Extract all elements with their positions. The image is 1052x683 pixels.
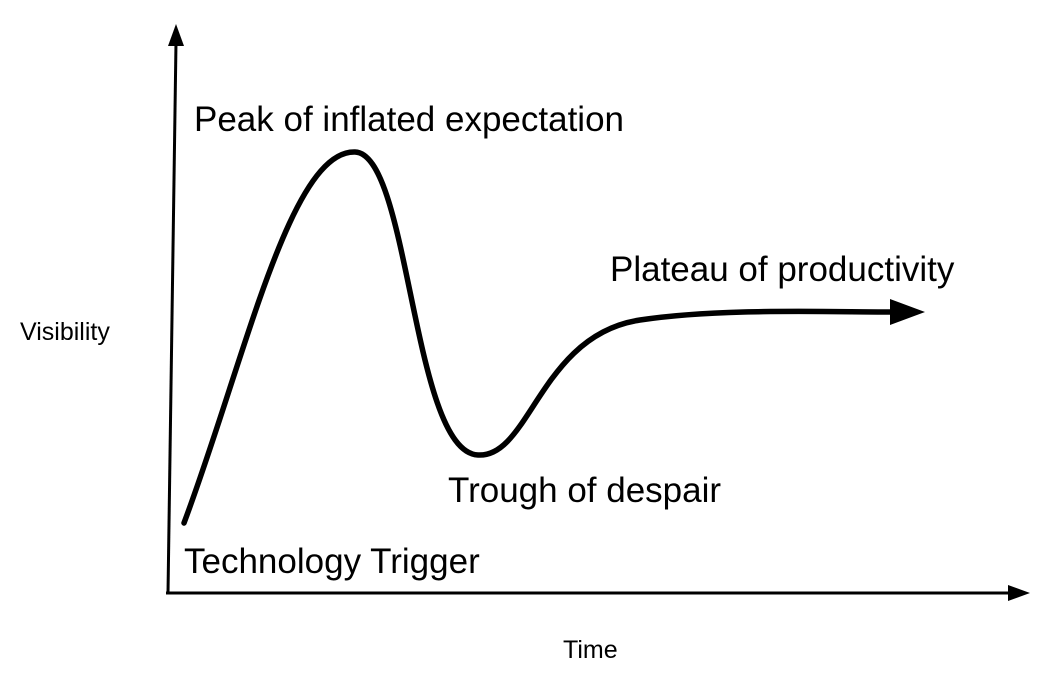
y-axis [166, 41, 178, 594]
x-axis-label: Time [563, 636, 618, 664]
hype-curve-arrowhead [890, 299, 925, 325]
label-trough-of-despair: Trough of despair [448, 471, 721, 510]
y-axis-label: Visibility [20, 318, 110, 346]
label-technology-trigger: Technology Trigger [184, 542, 480, 581]
label-plateau-of-productivity: Plateau of productivity [610, 250, 955, 289]
x-axis-arrowhead [1008, 585, 1030, 601]
label-peak-of-inflated-expectation: Peak of inflated expectation [194, 100, 624, 139]
hype-curve [181, 149, 903, 526]
y-axis-arrowhead [168, 24, 184, 46]
